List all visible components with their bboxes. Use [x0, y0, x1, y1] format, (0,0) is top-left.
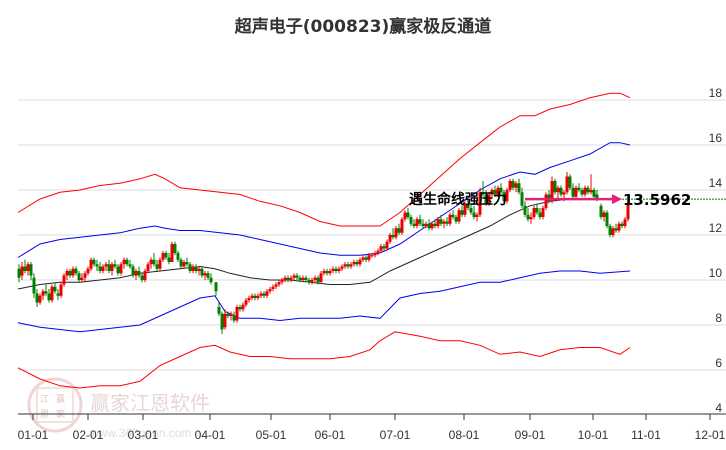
x-tick-label: 04-01 [195, 428, 226, 442]
arrow-head-icon [612, 194, 622, 205]
annotation-value: 13.5962 [623, 191, 691, 209]
watermark-logo-char: 江 [40, 394, 49, 405]
x-tick-label: 08-01 [449, 428, 480, 442]
x-tick-label: 01-01 [18, 428, 49, 442]
center-line-line [17, 198, 600, 290]
upper-inner-band-line [17, 142, 631, 258]
x-tick-label: 06-01 [315, 428, 346, 442]
chart-title: 超声电子(000823)赢家极反通道 [234, 17, 492, 37]
watermark-url: www.360gann.com [89, 426, 191, 440]
resistance-annotation: 遇生命线强压力 13.5962 [409, 191, 726, 209]
y-tick-label: 16 [709, 131, 723, 145]
y-tick-label: 12 [709, 221, 723, 235]
x-tick-label: 02-01 [73, 428, 104, 442]
y-axis-ticks: 4 6 8 10 12 14 16 18 [709, 86, 723, 415]
x-tick-label: 11-01 [631, 428, 661, 442]
x-tick-label: 07-01 [380, 428, 411, 442]
x-tick-label: 12-01 [695, 428, 726, 442]
y-tick-label: 10 [709, 266, 723, 280]
y-tick-label: 14 [709, 176, 723, 190]
gridlines [18, 99, 726, 371]
watermark-logo-icon [27, 377, 83, 433]
y-tick-label: 6 [715, 356, 722, 370]
watermark-brand: 赢家江恩软件 [90, 391, 210, 415]
y-tick-label: 4 [715, 401, 722, 415]
watermark: 江 赢 恩 家 赢家江恩软件 www.360gann.com [27, 377, 210, 440]
y-tick-label: 8 [715, 311, 722, 325]
watermark-logo-char: 赢 [56, 393, 65, 405]
upper-outer-band-line [17, 92, 631, 227]
x-tick-label: 09-01 [515, 428, 546, 442]
lower-outer-band-line [17, 331, 631, 389]
annotation-label: 遇生命线强压力 [409, 191, 507, 208]
x-tick-label: 05-01 [256, 428, 287, 442]
x-axis: 01-01 02-01 03-01 04-01 05-01 06-01 07-01 08-01… [18, 413, 726, 442]
x-tick-label: 03-01 [128, 428, 159, 442]
price-candles [17, 172, 630, 334]
lower-inner-band-line [17, 270, 631, 333]
channel-bands [17, 92, 631, 389]
y-tick-label: 18 [709, 86, 723, 100]
x-tick-label: 10-01 [578, 428, 609, 442]
